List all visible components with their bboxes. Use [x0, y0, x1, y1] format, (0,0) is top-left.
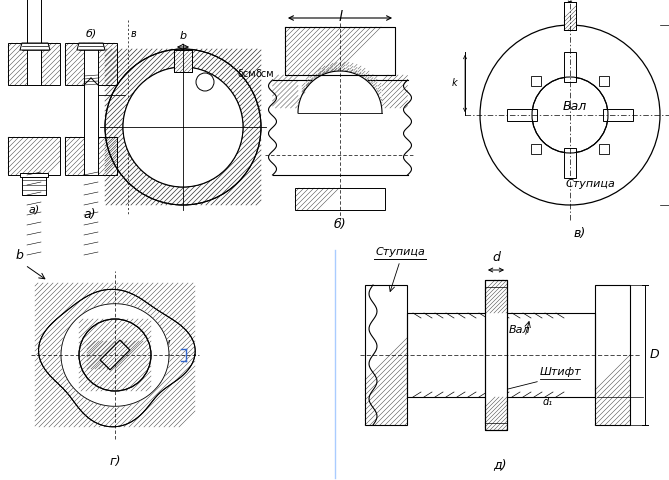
Bar: [285, 27, 395, 75]
Text: Вал: Вал: [509, 325, 531, 335]
Text: D: D: [650, 348, 660, 361]
Bar: [8, 137, 60, 175]
Bar: [531, 76, 541, 86]
Bar: [174, 50, 192, 72]
Bar: [84, 45, 98, 175]
Polygon shape: [77, 43, 105, 50]
Text: b: b: [179, 31, 187, 41]
Bar: [595, 285, 630, 425]
Circle shape: [196, 73, 214, 91]
Text: Вал: Вал: [563, 100, 587, 113]
Bar: [65, 137, 117, 175]
Text: в): в): [574, 227, 586, 240]
Bar: [407, 313, 595, 397]
Polygon shape: [39, 289, 195, 427]
Bar: [564, 148, 576, 178]
Text: Ступица: Ступица: [375, 247, 425, 257]
Bar: [295, 188, 385, 210]
Bar: [365, 285, 407, 425]
Bar: [100, 340, 130, 370]
Bar: [27, 0, 41, 85]
Polygon shape: [298, 71, 382, 113]
Text: Ступица: Ступица: [565, 179, 615, 189]
Text: д): д): [493, 458, 506, 471]
Circle shape: [480, 25, 660, 205]
Circle shape: [532, 77, 608, 153]
Bar: [599, 144, 609, 154]
Polygon shape: [61, 304, 169, 406]
Bar: [531, 144, 541, 154]
Text: k: k: [452, 79, 457, 88]
Text: а): а): [84, 208, 96, 221]
Text: а): а): [28, 205, 39, 215]
Text: d₁: d₁: [543, 397, 553, 407]
Bar: [599, 76, 609, 86]
Bar: [8, 43, 60, 85]
Text: d: d: [161, 340, 169, 353]
Bar: [603, 109, 633, 121]
Circle shape: [105, 49, 261, 205]
Text: d: d: [492, 251, 500, 264]
Text: б): б): [334, 218, 347, 231]
Bar: [272, 80, 407, 175]
Text: k: k: [84, 103, 90, 113]
Bar: [485, 280, 507, 430]
Text: δсм: δсм: [238, 69, 257, 79]
Text: l: l: [338, 10, 342, 24]
Circle shape: [123, 67, 243, 187]
Bar: [174, 50, 192, 72]
Polygon shape: [20, 43, 50, 50]
Bar: [20, 173, 48, 177]
Bar: [507, 109, 537, 121]
Text: d: d: [191, 127, 199, 137]
Text: b: b: [15, 249, 23, 262]
Text: в: в: [131, 29, 136, 39]
Text: δсм: δсм: [255, 69, 274, 79]
Bar: [100, 340, 130, 370]
Text: r: r: [209, 149, 213, 159]
Bar: [22, 177, 46, 195]
Bar: [564, 2, 576, 30]
Circle shape: [123, 67, 243, 187]
Text: Штифт: Штифт: [540, 367, 581, 377]
Bar: [485, 280, 507, 430]
Text: б): б): [86, 29, 96, 39]
Bar: [564, 2, 576, 30]
Bar: [285, 27, 395, 75]
Bar: [564, 52, 576, 82]
Circle shape: [79, 319, 151, 391]
Text: г): г): [109, 455, 120, 468]
Bar: [65, 43, 117, 85]
